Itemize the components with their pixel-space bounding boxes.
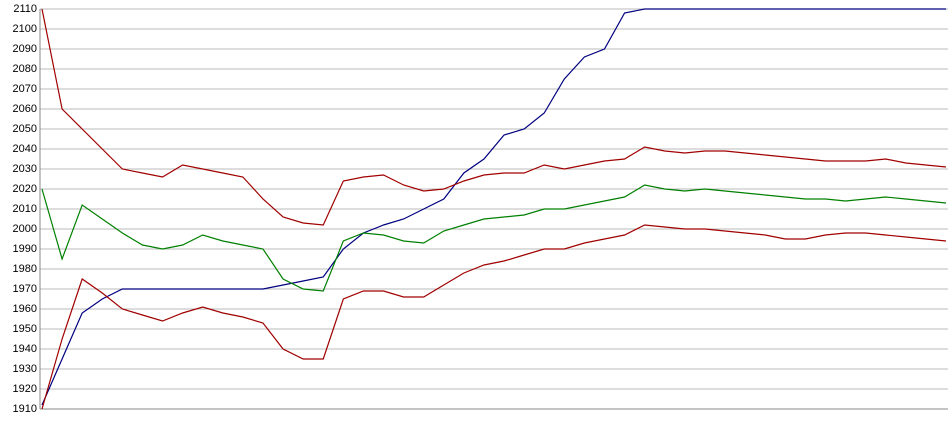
y-tick-label: 1920 — [13, 383, 37, 395]
y-tick-label: 1910 — [13, 403, 37, 415]
y-tick-label: 2000 — [13, 223, 37, 235]
y-tick-label: 1950 — [13, 323, 37, 335]
y-tick-label: 2010 — [13, 203, 37, 215]
y-tick-label: 1960 — [13, 303, 37, 315]
y-tick-label: 2050 — [13, 123, 37, 135]
y-tick-label: 2100 — [13, 23, 37, 35]
y-tick-label: 1930 — [13, 363, 37, 375]
y-tick-label: 2070 — [13, 83, 37, 95]
y-tick-label: 2030 — [13, 163, 37, 175]
y-tick-label: 1970 — [13, 283, 37, 295]
series-line — [41, 8, 946, 406]
series-line — [41, 184, 947, 292]
series-line — [41, 8, 947, 226]
series-line — [41, 224, 947, 410]
y-tick-label: 2090 — [13, 43, 37, 55]
y-tick-label: 1980 — [13, 263, 37, 275]
y-tick-label: 2060 — [13, 103, 37, 115]
y-tick-label: 2110 — [13, 3, 37, 15]
y-tick-label: 2080 — [13, 63, 37, 75]
y-tick-label: 2020 — [13, 183, 37, 195]
y-tick-label: 2040 — [13, 143, 37, 155]
y-tick-label: 1940 — [13, 343, 37, 355]
y-tick-label: 1990 — [13, 243, 37, 255]
